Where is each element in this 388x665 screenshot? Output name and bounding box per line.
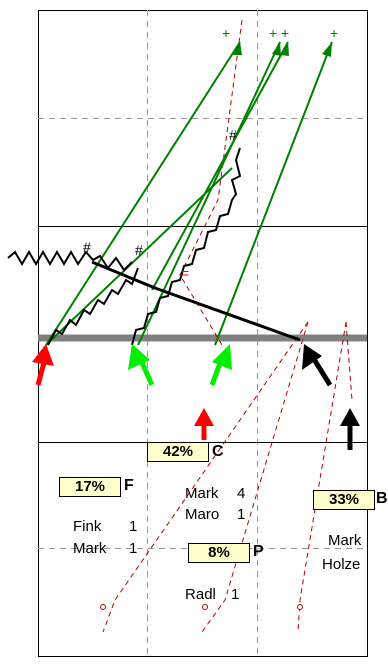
name-b-2: Holze [322,556,361,573]
player-red-left [32,344,54,386]
player-arrows [32,344,360,450]
label-c: C [212,443,224,460]
row-c-1: Mark 4 [160,467,245,521]
row-f-1: Fink 1 [48,500,137,554]
equals-marker: = [181,265,189,281]
row-f-2: Mark 1 [48,522,137,576]
block-route [91,260,301,342]
pass-lines [45,41,333,346]
name-b-1: Mark [328,532,362,549]
zigzag-blocks [7,147,242,346]
route-end-circles [100,604,303,610]
plus-marker-4: + [330,25,338,41]
percent-badge-b: 33% [313,490,375,510]
name-c-2: Maro [185,506,220,523]
hash-marker-3: # [135,242,143,258]
row-b-1: Mark3 [303,514,388,568]
name-f-2: Mark [73,540,107,557]
pass-arrowheads [233,42,332,57]
count-f-2: 1 [129,540,138,557]
grid-lines [38,10,367,656]
player-red-center [194,408,214,440]
name-p-1: Radl [185,586,216,603]
percent-badge-f: 17% [59,477,121,497]
label-f: F [124,477,134,494]
name-f-1: Fink [73,518,102,535]
name-c-1: Mark [185,485,219,502]
row-p-1: Radl 1 [160,568,239,622]
player-black-1 [302,344,333,387]
player-black-2 [340,408,360,450]
label-p: P [253,543,264,560]
count-c-2: 1 [237,506,246,523]
percent-badge-c: 42% [147,442,209,462]
row-c-2: Maro 1 [160,488,245,542]
count-c-1: 4 [237,485,246,502]
dashed-routes [102,19,353,633]
field-border [38,10,368,657]
plus-marker-1: + [222,25,230,41]
count-p-1: 1 [231,586,240,603]
plus-marker-2: + [269,25,277,41]
hash-marker-1: # [229,127,237,143]
percent-badge-p: 8% [188,543,250,563]
plus-marker-3: + [281,25,289,41]
label-b: B [376,490,388,507]
hash-marker-2: # [83,239,91,255]
row-b-2: Holze1 [297,538,388,592]
player-green-1 [128,344,155,387]
player-green-2 [209,344,232,386]
count-f-1: 1 [129,518,138,535]
